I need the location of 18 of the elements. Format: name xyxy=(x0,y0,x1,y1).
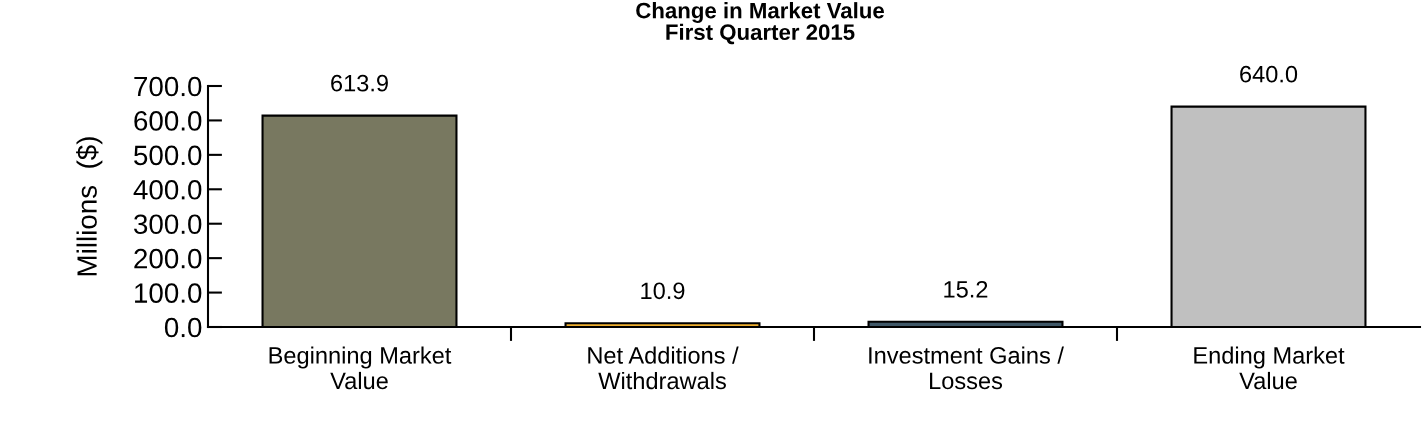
data-label: 10.9 xyxy=(641,282,685,300)
y-tick-label: 500.0 xyxy=(134,145,202,166)
x-tick-label: Beginning Market Value xyxy=(269,346,452,390)
y-axis-title: Millions ($) xyxy=(76,137,103,276)
y-tick-label: 300.0 xyxy=(134,214,202,235)
y-tick-label: 200.0 xyxy=(134,248,202,269)
y-tick-label: 400.0 xyxy=(133,179,202,200)
y-tick-label: 100.0 xyxy=(135,283,202,303)
data-label: 15.2 xyxy=(944,280,988,298)
x-tick-label: Net Additions / Withdrawals xyxy=(588,346,739,390)
x-tick-label: Investment Gains / Losses xyxy=(869,346,1064,390)
y-tick-label: 700.0 xyxy=(134,76,202,97)
y-tick-label: 600.0 xyxy=(134,111,202,131)
data-label: 640.0 xyxy=(1240,65,1298,83)
y-tick-label: 0.0 xyxy=(164,317,202,338)
x-tick-label: Ending Market Value xyxy=(1194,346,1345,390)
data-label: 613.9 xyxy=(331,74,388,92)
chart-title: Change in Market Value First Quarter 2015 xyxy=(636,2,884,45)
